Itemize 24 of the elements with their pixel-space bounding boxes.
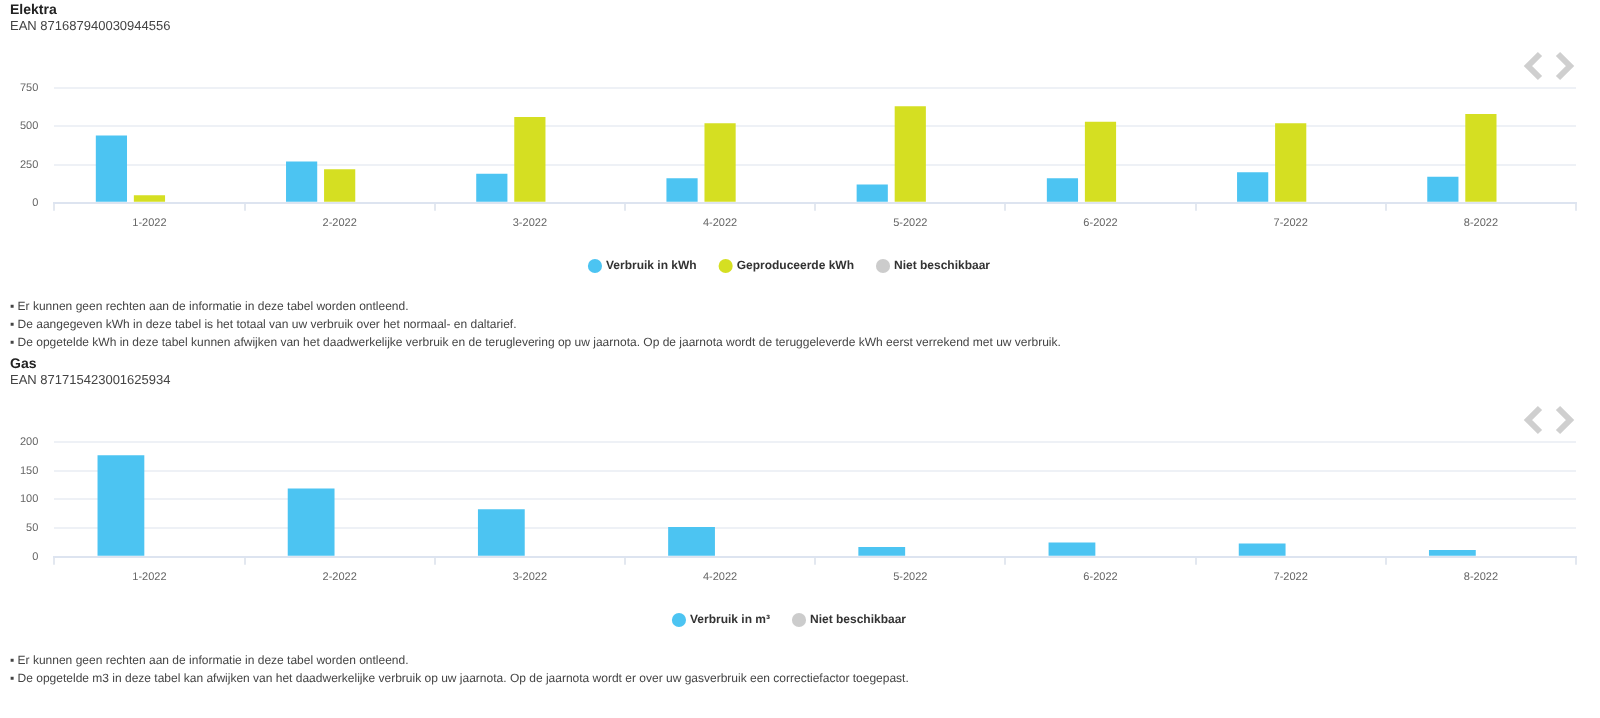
bar: [1275, 123, 1307, 202]
bar: [858, 547, 906, 556]
bar: [286, 161, 318, 202]
bar: [704, 123, 736, 202]
bar: [1428, 549, 1476, 556]
bar: [133, 195, 166, 202]
bar: [514, 117, 546, 202]
bar: [97, 455, 145, 556]
bar: [666, 178, 698, 202]
bar: [477, 509, 525, 556]
bar: [324, 169, 356, 202]
bar: [1046, 178, 1079, 202]
bar: [1237, 172, 1269, 202]
bar: [1048, 542, 1096, 556]
bar: [894, 106, 926, 202]
bar: [95, 135, 128, 202]
bar: [1084, 121, 1117, 202]
bar: [1238, 543, 1286, 556]
bar: [1427, 176, 1459, 202]
bar: [287, 488, 335, 556]
bar: [856, 184, 888, 202]
bar: [668, 526, 715, 556]
bar: [1465, 114, 1497, 202]
bar: [476, 173, 508, 202]
